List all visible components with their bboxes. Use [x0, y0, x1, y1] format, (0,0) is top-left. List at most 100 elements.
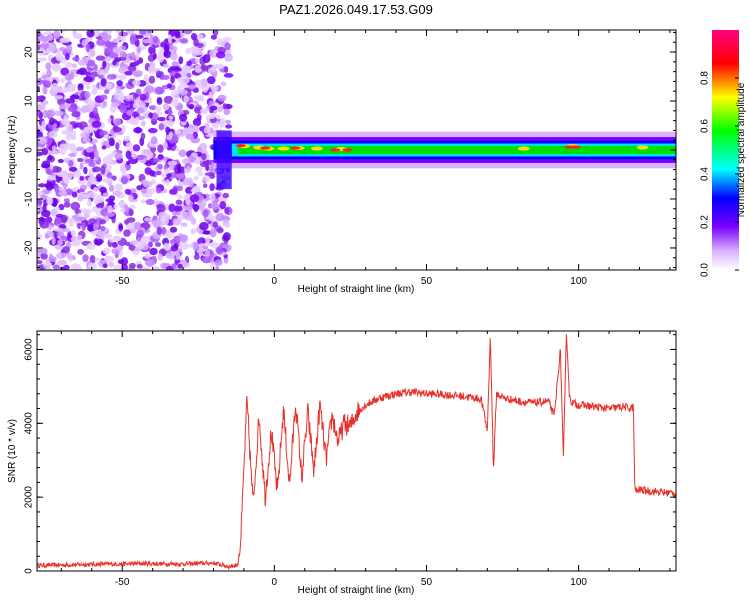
noise-blob [155, 187, 162, 194]
noise-blob [185, 48, 192, 54]
noise-blob [69, 121, 77, 126]
noise-blob [102, 247, 111, 255]
snr-frame [36, 330, 677, 572]
noise-blob [157, 154, 164, 160]
noise-blob [125, 94, 132, 100]
noise-blob [37, 204, 41, 212]
noise-blob [107, 205, 113, 214]
snr-line [37, 334, 676, 571]
noise-blob [56, 171, 66, 177]
noise-blob [169, 65, 180, 70]
noise-blob [43, 262, 52, 267]
noise-blob [194, 58, 200, 63]
noise-blob [63, 198, 70, 203]
noise-blob [93, 64, 98, 72]
noise-blob [104, 40, 112, 48]
noise-blob [202, 209, 209, 218]
noise-blob [203, 183, 208, 189]
noise-blob [71, 63, 78, 68]
spectrogram-xtick-label: 0 [272, 276, 278, 287]
noise-blob [87, 176, 97, 182]
noise-blob [85, 85, 91, 90]
snr-ytick-label: 6000 [24, 338, 35, 361]
noise-blob [177, 77, 184, 84]
noise-blob [216, 227, 224, 233]
noise-blob [116, 80, 123, 87]
noise-blob [65, 44, 73, 53]
noise-blob [102, 263, 108, 269]
noise-blob [119, 104, 127, 114]
noise-blob [224, 207, 230, 215]
noise-blob [37, 30, 41, 38]
noise-blob [37, 58, 41, 64]
noise-blob [185, 133, 194, 140]
noise-blob [61, 217, 68, 223]
noise-blob [167, 34, 172, 43]
noise-blob [41, 160, 51, 169]
snr-xlabel: Height of straight line (km) [298, 585, 415, 596]
noise-blob [78, 121, 88, 129]
noise-blob [167, 160, 178, 166]
noise-blob [57, 158, 64, 164]
noise-blob [48, 130, 58, 139]
noise-blob [198, 94, 204, 100]
noise-blob [223, 108, 231, 116]
noise-blob [194, 159, 201, 165]
noise-blob [100, 94, 108, 101]
noise-blob [176, 185, 183, 191]
noise-blob [37, 131, 43, 139]
noise-blob [88, 162, 96, 167]
noise-blob [77, 157, 84, 163]
snr-xtick-label: -50 [115, 577, 130, 588]
noise-blob [190, 188, 201, 193]
noise-blob [165, 265, 174, 270]
noise-blob [130, 228, 137, 234]
noise-blob [105, 198, 114, 203]
noise-blob [149, 247, 158, 256]
noise-blob [181, 65, 191, 71]
noise-blob [136, 185, 143, 191]
noise-blob [193, 254, 200, 260]
noise-blob [156, 97, 163, 105]
noise-blob [203, 126, 211, 134]
noise-blob [198, 84, 204, 89]
noise-blob [160, 172, 166, 177]
noise-blob [177, 194, 183, 200]
noise-blob [42, 80, 52, 88]
noise-blob [209, 228, 217, 238]
noise-blob [120, 257, 129, 266]
noise-blob [141, 188, 147, 194]
noise-blob [83, 193, 91, 199]
noise-blob [156, 204, 166, 213]
noise-blob [100, 165, 106, 175]
noise-blob [142, 39, 152, 44]
noise-blob [148, 45, 156, 55]
noise-blob [67, 106, 78, 113]
noise-blob [42, 85, 48, 95]
noise-blob [106, 153, 114, 161]
noise-blob [119, 50, 127, 58]
noise-blob [215, 246, 223, 255]
noise-blob [172, 186, 178, 193]
noise-blob [179, 113, 188, 122]
noise-blob [212, 30, 219, 37]
noise-blob [104, 255, 114, 262]
noise-blob [219, 201, 227, 210]
noise-blob [120, 165, 127, 175]
noise-blob [222, 192, 230, 199]
noise-blob [207, 213, 213, 221]
signal-max [330, 148, 341, 152]
noise-blob [175, 147, 180, 152]
noise-blob [155, 106, 162, 112]
noise-blob [101, 145, 107, 150]
noise-blob [52, 198, 58, 208]
noise-blob [78, 188, 86, 193]
noise-blob [37, 137, 48, 145]
noise-blob [109, 238, 114, 243]
noise-blob [49, 117, 55, 126]
noise-blob [208, 91, 213, 98]
noise-blob [129, 188, 137, 194]
colorbar-tick-label: 0.4 [700, 167, 711, 181]
noise-blob [220, 117, 226, 125]
noise-blob [166, 83, 172, 89]
